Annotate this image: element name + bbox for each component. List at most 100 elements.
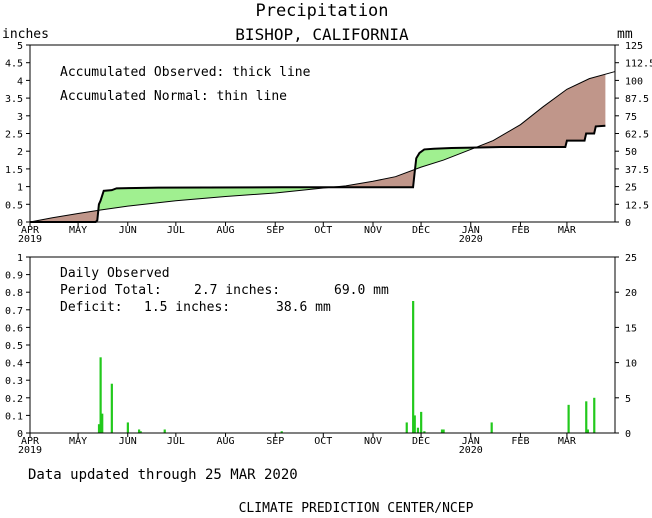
daily-x-tick-label: SEP [266, 436, 284, 447]
surplus-fill-segment [249, 187, 250, 195]
surplus-fill-segment [439, 148, 440, 162]
surplus-fill-segment [234, 187, 235, 196]
surplus-fill-segment [258, 187, 259, 195]
surplus-fill-segment [428, 149, 429, 165]
deficit-fill-segment [584, 80, 585, 141]
daily-x-tick-label: APR [21, 436, 40, 447]
acc-right-tick-label: 37.5 [625, 165, 649, 176]
deficit-fill-segment [503, 134, 504, 147]
surplus-fill-segment [442, 148, 443, 161]
deficit-fill-segment [512, 128, 513, 147]
daily-right-tick-label: 25 [625, 253, 637, 264]
surplus-fill-segment [191, 187, 192, 200]
daily-precip-bar [126, 422, 129, 433]
deficit-fill-segment [592, 77, 593, 134]
surplus-fill-segment [421, 151, 422, 168]
daily-x-tick-label: NOV [364, 436, 382, 447]
deficit-fill-segment [539, 109, 540, 147]
deficit-fill-segment [552, 99, 553, 147]
deficit-fill-segment [533, 113, 534, 147]
deficit-fill-segment [568, 88, 569, 141]
deficit-fill-segment [407, 172, 408, 188]
surplus-fill-segment [200, 187, 201, 199]
surplus-fill-segment [464, 147, 465, 153]
daily-precip-bar [163, 429, 166, 433]
deficit-fill-segment [68, 215, 69, 222]
deficit-fill-segment [546, 103, 547, 147]
daily-right-tick-label: 5 [625, 394, 631, 405]
surplus-fill-segment [187, 187, 188, 200]
deficit-fill-segment [522, 122, 523, 147]
deficit-fill-segment [529, 117, 530, 147]
acc-right-tick-label: 87.5 [625, 94, 649, 105]
surplus-fill-segment [107, 190, 108, 210]
surplus-fill-segment [207, 187, 208, 199]
deficit-fill-segment [411, 170, 412, 188]
surplus-fill-segment [156, 187, 157, 203]
deficit-fill-segment [591, 77, 592, 134]
surplus-fill-segment [205, 187, 206, 199]
deficit-fill-segment [494, 139, 495, 148]
surplus-fill-segment [252, 187, 253, 195]
deficit-fill-segment [399, 174, 400, 188]
deficit-fill-segment [66, 215, 67, 222]
deficit-fill-segment [583, 81, 584, 141]
deficit-fill-segment [89, 211, 90, 222]
surplus-fill-segment [254, 187, 255, 195]
surplus-fill-segment [280, 187, 281, 193]
deficit-fill-segment [564, 90, 565, 147]
surplus-fill-segment [169, 187, 170, 202]
deficit-fill-segment [67, 215, 68, 222]
surplus-fill-segment [438, 148, 439, 162]
chart-title: Precipitation [255, 1, 388, 21]
surplus-fill-segment [167, 187, 168, 202]
daily-precip-bar [413, 415, 416, 433]
deficit-fill-segment [486, 143, 487, 148]
deficit-fill-segment [567, 88, 568, 141]
deficit-fill-segment [578, 83, 579, 141]
acc-right-tick-label: 75 [625, 112, 637, 123]
surplus-fill-segment [218, 187, 219, 198]
surplus-fill-segment [419, 152, 420, 168]
surplus-fill-segment [427, 149, 428, 166]
surplus-fill-segment [455, 147, 456, 156]
surplus-fill-segment [288, 187, 289, 192]
deficit-fill-segment [59, 216, 60, 222]
surplus-fill-segment [435, 148, 436, 163]
credit-footer: CLIMATE PREDICTION CENTER/NCEP [239, 501, 474, 516]
acc-left-tick-label: 5 [17, 41, 23, 52]
deficit-fill-segment [531, 115, 532, 147]
surplus-fill-segment [165, 187, 166, 202]
deficit-fill-segment [75, 213, 76, 222]
deficit-fill-segment [365, 182, 366, 188]
deficit-fill-segment [397, 175, 398, 188]
daily-precip-bar [567, 404, 570, 433]
surplus-fill-segment [230, 187, 231, 197]
acc-left-tick-label: 3 [17, 112, 23, 123]
surplus-fill-segment [233, 187, 234, 196]
surplus-fill-segment [119, 188, 120, 208]
surplus-fill-segment [291, 187, 292, 192]
surplus-fill-segment [128, 188, 129, 207]
acc-x-tick-label: JAN [462, 225, 480, 236]
surplus-fill-segment [219, 187, 220, 198]
surplus-fill-segment [285, 187, 286, 192]
deficit-fill-segment [410, 170, 411, 188]
deficit-fill-segment [390, 177, 391, 188]
daily-right-tick-label: 0 [625, 429, 631, 440]
surplus-fill-segment [177, 187, 178, 201]
surplus-fill-segment [179, 187, 180, 201]
deficit-fill-segment [536, 111, 537, 147]
deficit-fill-segment [80, 213, 81, 222]
surplus-fill-segment [460, 147, 461, 154]
daily-bars [97, 301, 596, 433]
surplus-fill-segment [190, 187, 191, 200]
deficit-fill-segment [374, 180, 375, 188]
acc-right-tick-label: 25 [625, 183, 637, 194]
surplus-fill-segment [264, 187, 265, 194]
deficit-fill-segment [391, 177, 392, 188]
surplus-fill-segment [240, 187, 241, 196]
deficit-fill-segment [554, 98, 555, 147]
deficit-fill-segment [69, 214, 70, 222]
surplus-fill-segment [182, 187, 183, 201]
